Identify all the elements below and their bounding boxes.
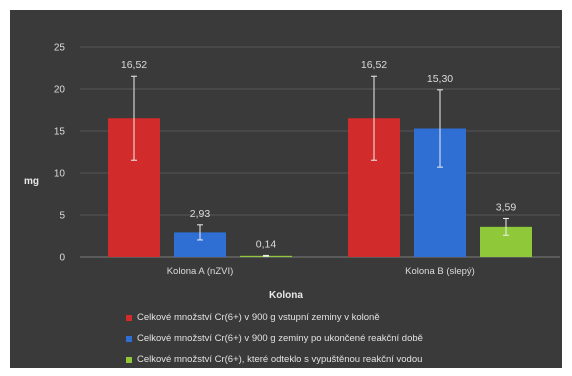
y-tick-label-0: 0	[59, 253, 65, 264]
legend-swatch-3	[126, 356, 132, 363]
legend-label-1: Celkové množství Cr(6+) v 900 g vstupní …	[137, 312, 380, 323]
y-tick-label-25: 25	[54, 43, 66, 54]
data-label-s3-c1: 0,14	[256, 238, 277, 250]
legend-item-1: Celkové množství Cr(6+) v 900 g vstupní …	[126, 307, 566, 328]
data-label-s2-c2: 15,30	[427, 73, 453, 85]
legend: Celkové množství Cr(6+) v 900 g vstupní …	[126, 307, 566, 370]
y-tick-label-20: 20	[54, 85, 66, 96]
category-label-2: Kolona B (slepý)	[405, 266, 475, 277]
legend-item-2: Celkové množství Cr(6+) v 900 g zeminy p…	[126, 328, 566, 349]
y-tick-label-15: 15	[54, 127, 66, 138]
data-label-s1-c1: 16,52	[121, 59, 147, 71]
legend-swatch-2	[126, 335, 132, 342]
y-axis-title: mg	[24, 176, 39, 187]
x-axis-title: Kolona	[269, 290, 303, 301]
y-tick-label-5: 5	[59, 211, 65, 222]
legend-swatch-1	[126, 314, 132, 321]
chart-background	[10, 10, 562, 368]
legend-label-3: Celkové množství Cr(6+), které odteklo s…	[137, 354, 423, 365]
data-label-s2-c1: 2,93	[190, 208, 211, 220]
legend-item-3: Celkové množství Cr(6+), které odteklo s…	[126, 349, 566, 370]
category-label-1: Kolona A (nZVI)	[167, 266, 234, 277]
data-label-s3-c2: 3,59	[496, 201, 517, 213]
data-label-s1-c2: 16,52	[361, 59, 387, 71]
y-tick-label-10: 10	[54, 169, 66, 180]
legend-label-2: Celkové množství Cr(6+) v 900 g zeminy p…	[137, 333, 423, 344]
